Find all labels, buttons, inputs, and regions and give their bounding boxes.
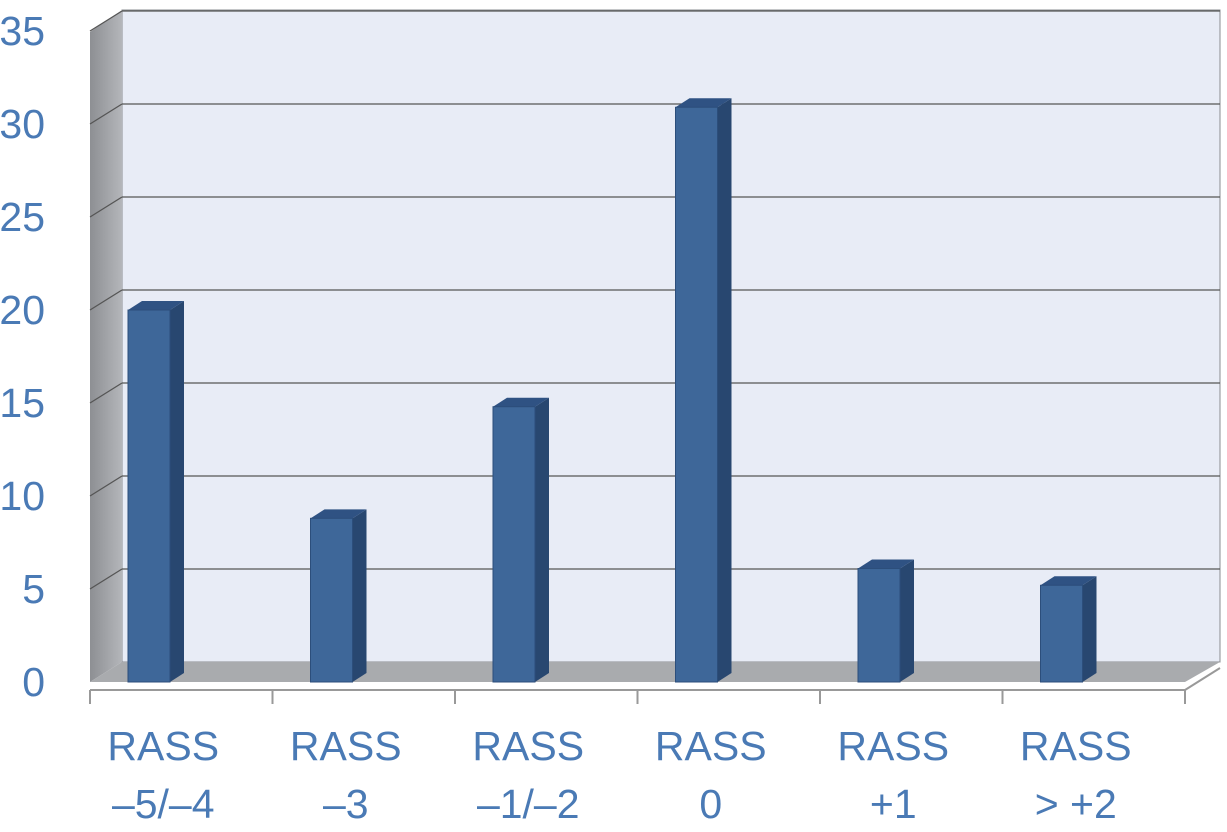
grid-line-side — [89, 10, 123, 32]
x-tick-label: +1 — [870, 781, 917, 827]
bar-side — [170, 301, 184, 682]
y-tick-label: 5 — [22, 566, 45, 612]
bar-top — [128, 301, 184, 310]
x-tick-label: –1/–2 — [477, 781, 580, 827]
grid-line-side — [89, 103, 123, 125]
x-tick-label: RASS — [290, 723, 402, 769]
bar — [310, 517, 353, 683]
x-axis-edge — [1184, 667, 1221, 691]
y-tick-label: 25 — [0, 194, 45, 240]
plot: 0 5 10 15 20 25 30 35 RASS –5/–4 RASS –3 RASS –1/–2 RA… — [0, 8, 1220, 827]
bar-side — [352, 509, 367, 682]
bar-top — [1040, 576, 1097, 586]
grid-line-side — [89, 289, 123, 311]
x-tick-label: RASS — [107, 723, 219, 769]
y-tick-label: 15 — [0, 380, 45, 426]
y-tick-label: 20 — [0, 287, 45, 333]
x-tick-label: 0 — [699, 781, 722, 827]
y-tick-label: 0 — [22, 659, 45, 705]
bar-top — [493, 397, 549, 407]
x-tick-label: –3 — [323, 781, 369, 827]
x-tick-label: RASS — [837, 723, 949, 769]
bar-top — [858, 559, 914, 569]
bar — [492, 406, 536, 683]
floor — [90, 662, 1220, 682]
bar-side — [535, 397, 549, 682]
bar-top — [310, 509, 367, 519]
x-tick-label: –5/–4 — [112, 781, 215, 827]
bar — [127, 309, 171, 683]
bar-side — [717, 98, 732, 682]
y-tick-label: 30 — [0, 101, 45, 147]
bar — [857, 568, 901, 683]
bar-side — [1082, 576, 1097, 682]
bar-top — [675, 98, 732, 108]
side-wall — [90, 10, 122, 682]
grid-line-side — [89, 475, 123, 497]
grid-line-side — [89, 196, 123, 218]
x-tick-label: RASS — [472, 723, 584, 769]
back-wall — [121, 9, 1221, 663]
y-tick-label: 10 — [0, 473, 45, 519]
x-tick-label: > +2 — [1035, 781, 1117, 827]
grid-line-side — [89, 568, 123, 590]
bar-side — [900, 559, 914, 682]
grid-line-side — [89, 382, 123, 404]
y-tick-label: 35 — [0, 8, 45, 54]
x-tick-label: RASS — [1020, 723, 1132, 769]
bar — [1040, 584, 1083, 683]
bar — [675, 106, 718, 683]
x-tick-label: RASS — [655, 723, 767, 769]
